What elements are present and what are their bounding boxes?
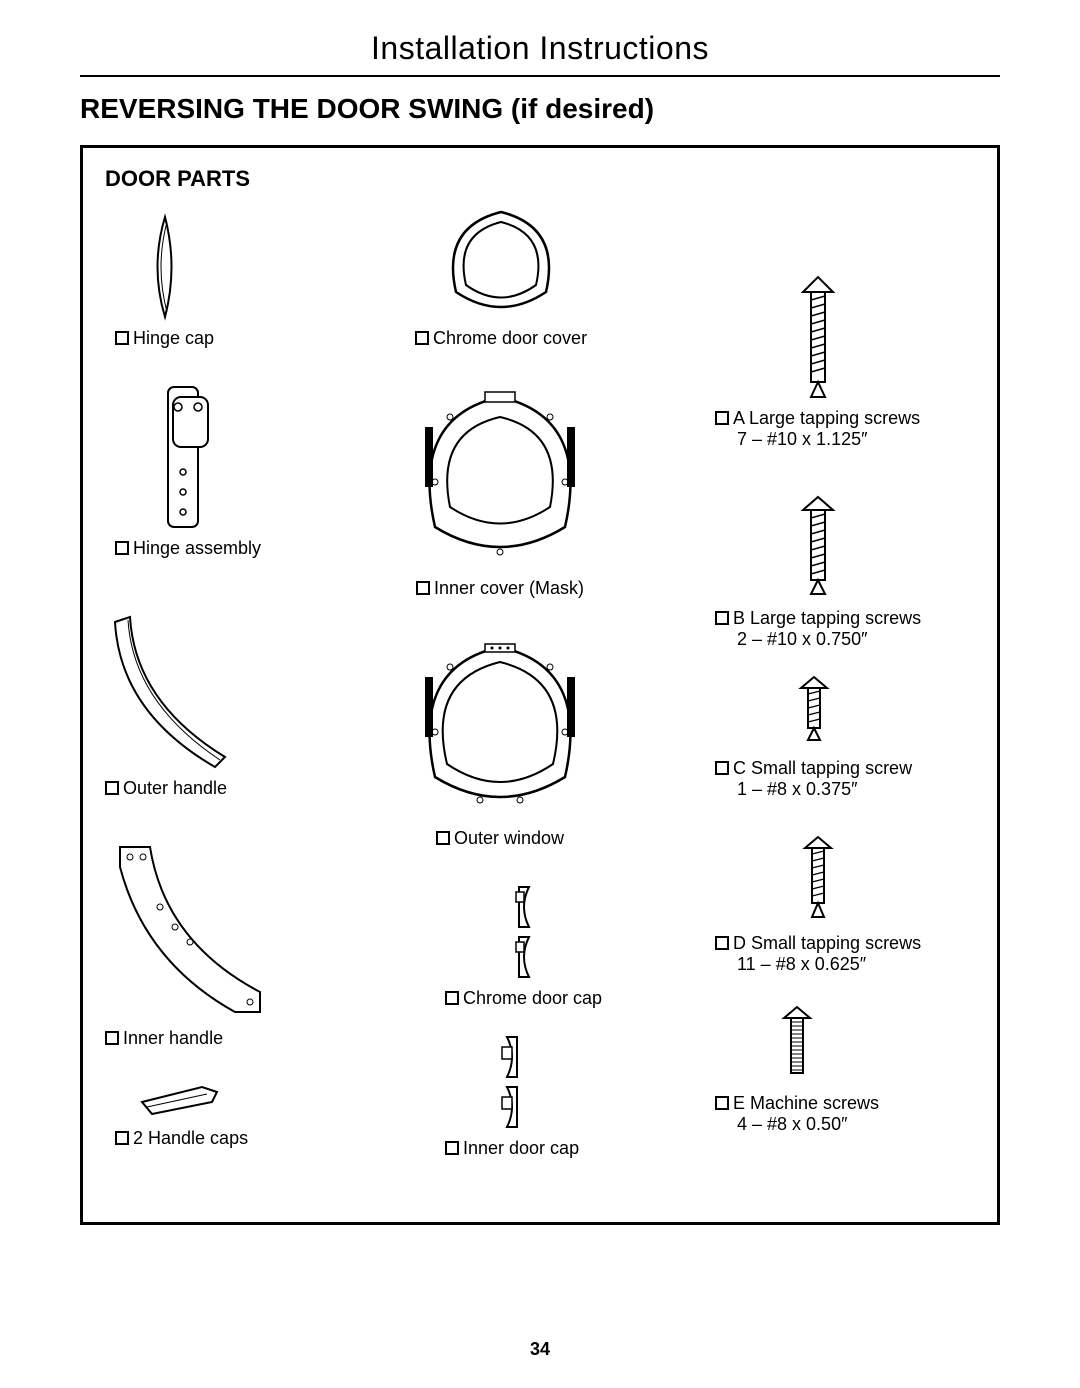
section-title: REVERSING THE DOOR SWING (if desired)	[80, 93, 1000, 125]
part-handle-caps: 2 Handle caps	[115, 1072, 248, 1149]
screw-e-icon	[762, 1002, 832, 1087]
box-label: DOOR PARTS	[105, 166, 975, 192]
chrome-door-cover-icon	[426, 202, 576, 322]
part-sub: 4 – #8 x 0.50″	[737, 1114, 879, 1135]
checkbox-icon	[115, 541, 129, 555]
checkbox-icon	[715, 411, 729, 425]
label-text: Inner cover (Mask)	[434, 578, 584, 599]
part-hinge-cap: Hinge cap	[115, 212, 214, 349]
checkbox-icon	[445, 991, 459, 1005]
page-number: 34	[0, 1339, 1080, 1360]
checkbox-icon	[445, 1141, 459, 1155]
part-screw-a: A Large tapping screws 7 – #10 x 1.125″	[715, 272, 920, 450]
part-sub: 11 – #8 x 0.625″	[737, 954, 921, 975]
checkbox-icon	[715, 611, 729, 625]
checkbox-icon	[415, 331, 429, 345]
checkbox-icon	[115, 1131, 129, 1145]
col-middle: Chrome door cover	[395, 202, 685, 1228]
columns: Hinge cap Hinge assembly	[105, 202, 975, 1228]
part-screw-c: C Small tapping screw 1 – #8 x 0.375″	[715, 672, 912, 800]
part-label: Chrome door cap	[445, 988, 602, 1009]
part-label: Hinge cap	[115, 328, 214, 349]
label-text: E Machine screws	[733, 1093, 879, 1114]
chrome-door-cap-icon	[494, 882, 554, 982]
part-inner-door-cap: Inner door cap	[445, 1032, 579, 1159]
label-text: A Large tapping screws	[733, 408, 920, 429]
screw-d-icon	[783, 832, 853, 927]
part-inner-cover-mask: Inner cover (Mask)	[395, 382, 605, 599]
part-screw-e: E Machine screws 4 – #8 x 0.50″	[715, 1002, 879, 1135]
part-sub: 1 – #8 x 0.375″	[737, 779, 912, 800]
part-sub: 2 – #10 x 0.750″	[737, 629, 921, 650]
checkbox-icon	[436, 831, 450, 845]
part-label: D Small tapping screws	[715, 933, 921, 954]
label-text: C Small tapping screw	[733, 758, 912, 779]
checkbox-icon	[715, 936, 729, 950]
screw-a-icon	[783, 272, 853, 402]
col-right: A Large tapping screws 7 – #10 x 1.125″	[685, 202, 975, 1228]
label-text: 2 Handle caps	[133, 1128, 248, 1149]
inner-cover-mask-icon	[395, 382, 605, 572]
part-hinge-assembly: Hinge assembly	[115, 382, 261, 559]
door-parts-box: DOOR PARTS Hinge cap	[80, 145, 1000, 1225]
outer-handle-icon	[105, 602, 245, 772]
part-label: 2 Handle caps	[115, 1128, 248, 1149]
label-text: Hinge cap	[133, 328, 214, 349]
part-label: B Large tapping screws	[715, 608, 921, 629]
label-text: Inner handle	[123, 1028, 223, 1049]
part-sub: 7 – #10 x 1.125″	[737, 429, 920, 450]
checkbox-icon	[715, 1096, 729, 1110]
part-label: Inner cover (Mask)	[395, 578, 605, 599]
label-text: Hinge assembly	[133, 538, 261, 559]
handle-caps-icon	[132, 1072, 232, 1122]
part-label: A Large tapping screws	[715, 408, 920, 429]
checkbox-icon	[715, 761, 729, 775]
part-label: Hinge assembly	[115, 538, 261, 559]
label-text: B Large tapping screws	[733, 608, 921, 629]
outer-window-icon	[395, 632, 605, 822]
part-label: Inner door cap	[445, 1138, 579, 1159]
label-text: Chrome door cap	[463, 988, 602, 1009]
part-screw-b: B Large tapping screws 2 – #10 x 0.750″	[715, 492, 921, 650]
screw-c-icon	[779, 672, 849, 752]
part-label: Outer handle	[105, 778, 245, 799]
part-chrome-door-cap: Chrome door cap	[445, 882, 602, 1009]
label-text: Inner door cap	[463, 1138, 579, 1159]
checkbox-icon	[416, 581, 430, 595]
part-inner-handle: Inner handle	[105, 832, 275, 1049]
label-text: D Small tapping screws	[733, 933, 921, 954]
label-text: Outer window	[454, 828, 564, 849]
col-left: Hinge cap Hinge assembly	[105, 202, 395, 1228]
part-label: Inner handle	[105, 1028, 275, 1049]
label-text: Outer handle	[123, 778, 227, 799]
checkbox-icon	[105, 781, 119, 795]
part-label: C Small tapping screw	[715, 758, 912, 779]
hinge-cap-icon	[130, 212, 200, 322]
page-title: Installation Instructions	[80, 30, 1000, 77]
part-chrome-door-cover: Chrome door cover	[415, 202, 587, 349]
hinge-assembly-icon	[148, 382, 228, 532]
part-outer-handle: Outer handle	[105, 602, 245, 799]
label-text: Chrome door cover	[433, 328, 587, 349]
part-screw-d: D Small tapping screws 11 – #8 x 0.625″	[715, 832, 921, 975]
part-label: Outer window	[395, 828, 605, 849]
screw-b-icon	[783, 492, 853, 602]
part-label: Chrome door cover	[415, 328, 587, 349]
inner-door-cap-icon	[482, 1032, 542, 1132]
checkbox-icon	[105, 1031, 119, 1045]
part-label: E Machine screws	[715, 1093, 879, 1114]
inner-handle-icon	[105, 832, 275, 1022]
checkbox-icon	[115, 331, 129, 345]
part-outer-window: Outer window	[395, 632, 605, 849]
